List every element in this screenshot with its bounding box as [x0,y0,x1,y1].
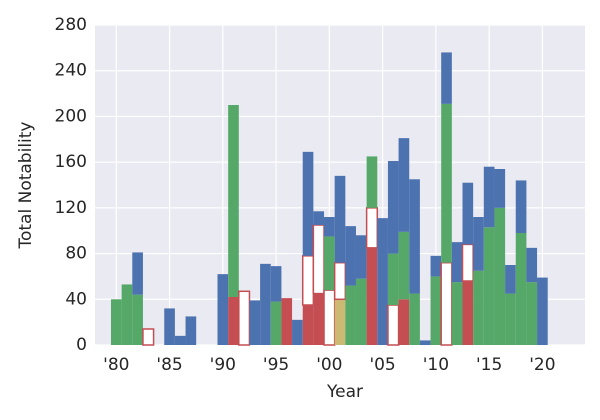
bar-segment [387,161,399,254]
bar-segment [377,218,388,345]
bar-segment [270,301,282,345]
y-tick-label: 200 [55,106,87,126]
bar-segment [228,297,239,345]
bar-segment [365,207,379,249]
bar-segment [174,335,186,345]
bar-segment [461,243,474,282]
bar-segment [334,175,346,263]
bar-segment [324,217,335,237]
bar-segment [387,304,400,346]
bar-segment [494,169,506,208]
y-tick-label: 120 [55,198,87,218]
bar-segment [494,207,506,345]
bar-segment [483,227,495,345]
bar-segment [430,255,442,277]
bar-segment [387,253,399,305]
bar-segment [121,284,133,345]
bar-segment [483,166,495,228]
bar-segment [260,263,271,345]
bar-segment [526,247,538,283]
bar-segment [302,305,314,345]
bar-segment [333,261,347,301]
bar-segment [355,235,367,279]
bar-segment [366,247,378,345]
y-tick-label: 80 [65,244,87,264]
bar-segment [515,233,527,345]
bar-segment [526,282,538,345]
bar-segment [334,299,346,345]
bar-segment [398,299,410,345]
bar-segment [345,285,356,345]
bar-segment [355,278,367,345]
bar-segment [537,277,548,345]
x-tick-label: '10 [423,355,449,375]
bar-segment [132,252,143,295]
bar-segment [110,299,122,345]
x-tick-label: '95 [263,355,289,375]
bar-segment [409,293,420,345]
y-tick-label: 280 [55,15,87,35]
bar-segment [132,294,143,345]
x-tick-label: '20 [529,355,555,375]
bar-segment [228,105,239,297]
bar-segment [505,265,516,294]
y-tick-label: 40 [65,289,87,309]
y-tick-label: 240 [55,61,87,81]
y-axis-label: Total Notability [16,122,36,250]
bar-segment [217,274,229,345]
bar-segment [323,289,336,346]
bar-segment [324,236,335,291]
bar-segment [270,266,282,302]
bar-segment [409,179,420,294]
bar-segment [419,340,431,345]
bar-segment [238,290,251,346]
bar-segment [345,226,356,286]
x-axis-label: Year [326,382,363,402]
y-tick-label: 0 [76,335,87,355]
x-tick-label: '05 [369,355,395,375]
bar-segment [292,319,303,345]
x-tick-label: '00 [316,355,342,375]
bar-segment [398,231,410,300]
bar-segment [301,255,315,306]
bar-segment [441,103,452,263]
bar-segment [185,316,197,345]
x-tick-label: '80 [103,355,129,375]
bar-segment [462,281,474,345]
bar-segment [440,261,453,346]
bar-segment [451,282,463,345]
bar-segment [462,182,474,245]
bar-segment [515,180,527,233]
bar-segment [302,151,314,256]
x-tick-label: '90 [210,355,236,375]
bar-segment [473,217,484,271]
bar-segment [164,308,175,345]
bar-segment [312,224,325,295]
bar-segment [441,52,452,104]
bar-segment [430,276,442,345]
bar-segment [473,270,484,345]
bar-segment [281,298,293,345]
bar-segment [313,211,325,225]
y-tick-label: 160 [55,152,87,172]
bar-segment [366,156,378,208]
bar-segment [398,138,410,232]
bar-segment [451,242,463,283]
bar-segment [142,328,155,346]
bar-segment [249,300,261,345]
x-tick-label: '15 [476,355,502,375]
x-tick-label: '85 [156,355,182,375]
bar-segment [313,293,325,345]
bar-segment [505,293,516,345]
